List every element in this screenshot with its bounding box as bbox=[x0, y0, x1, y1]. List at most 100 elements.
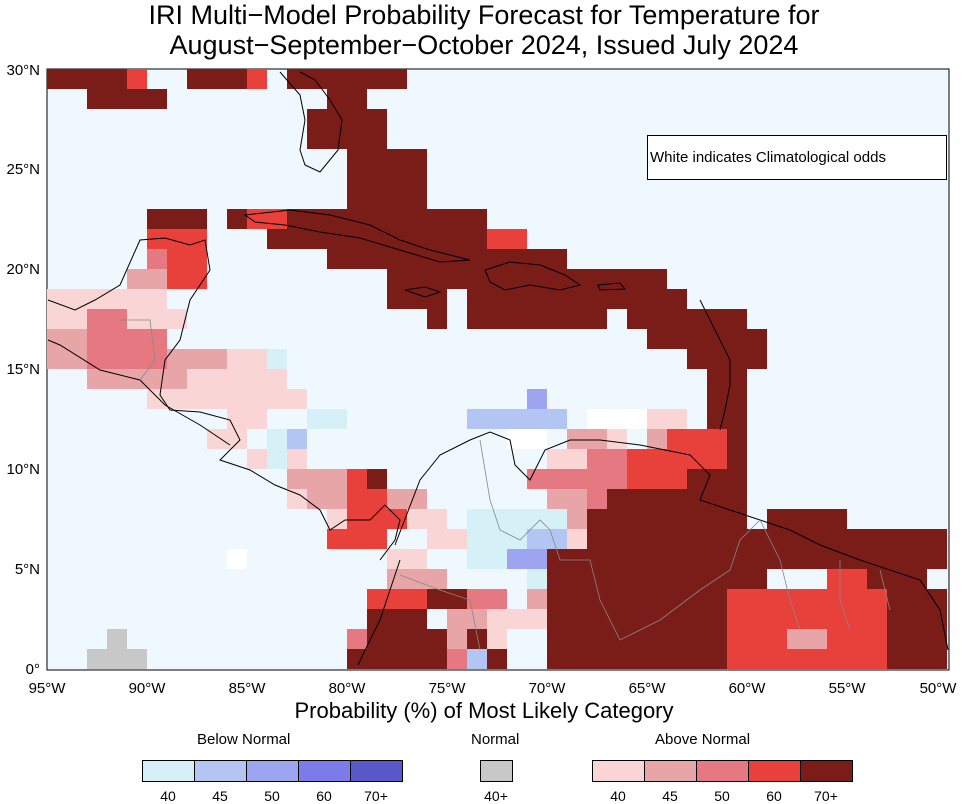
y-tick-10n: 10°N bbox=[6, 461, 40, 478]
probability-cell bbox=[267, 389, 307, 409]
probability-cell bbox=[487, 229, 527, 249]
probability-cell bbox=[87, 649, 147, 669]
probability-cell bbox=[287, 69, 407, 89]
probability-cell bbox=[507, 429, 547, 449]
probability-cell bbox=[247, 69, 267, 89]
probability-cell bbox=[127, 269, 167, 289]
probability-cell bbox=[287, 429, 307, 449]
probability-cell bbox=[47, 349, 87, 369]
probability-cell bbox=[527, 389, 547, 409]
below-tick-4: 70+ bbox=[364, 788, 388, 804]
probability-cell bbox=[47, 329, 87, 349]
probability-cell bbox=[887, 569, 927, 649]
x-tick-55w: 55°W bbox=[828, 680, 866, 697]
coastline-puerto-rico bbox=[597, 282, 627, 291]
below-tick-1: 45 bbox=[212, 788, 228, 804]
probability-cell bbox=[87, 349, 187, 369]
probability-cell bbox=[687, 469, 747, 509]
probability-cell bbox=[387, 549, 427, 569]
above-swatch-0 bbox=[592, 760, 645, 782]
normal-swatch-0 bbox=[480, 760, 513, 782]
coastline-jamaica bbox=[404, 286, 442, 298]
above-normal-label: Above Normal bbox=[655, 731, 751, 748]
probability-cell bbox=[667, 429, 727, 469]
below-swatch-0 bbox=[142, 760, 195, 782]
probability-cell bbox=[607, 269, 667, 289]
y-tick-15n: 15°N bbox=[6, 361, 40, 378]
probability-cell bbox=[827, 569, 867, 589]
probability-cell bbox=[487, 549, 507, 569]
probability-cell bbox=[207, 429, 247, 449]
probability-cell bbox=[807, 649, 887, 669]
probability-cell bbox=[487, 649, 507, 669]
probability-cell bbox=[847, 589, 887, 649]
probability-cell bbox=[167, 249, 207, 289]
probability-cell bbox=[227, 349, 267, 369]
probability-cell bbox=[467, 549, 487, 569]
above-tick-2: 50 bbox=[714, 788, 730, 804]
probability-cell bbox=[427, 529, 467, 549]
probability-cell bbox=[767, 649, 807, 669]
above-tick-1: 45 bbox=[662, 788, 678, 804]
probability-cell bbox=[227, 549, 247, 569]
probability-cell bbox=[667, 309, 687, 329]
border-colombia-ecuador bbox=[399, 574, 481, 651]
probability-cell bbox=[747, 629, 767, 649]
probability-cell bbox=[267, 349, 287, 369]
probability-cell bbox=[387, 289, 447, 309]
below-swatch-4 bbox=[350, 760, 403, 782]
probability-cell bbox=[487, 609, 527, 629]
probability-cell bbox=[467, 649, 487, 669]
probability-cell bbox=[587, 509, 727, 549]
coastline-antilles bbox=[699, 299, 731, 431]
probability-cell bbox=[127, 69, 147, 89]
x-tick-60w: 60°W bbox=[728, 680, 766, 697]
probability-cell bbox=[447, 609, 487, 629]
above-tick-3: 60 bbox=[766, 788, 782, 804]
probability-cell bbox=[407, 509, 447, 529]
above-swatch-2 bbox=[696, 760, 749, 782]
probability-cell bbox=[367, 469, 387, 489]
normal-label: Normal bbox=[471, 731, 520, 748]
probability-cell bbox=[347, 149, 427, 209]
probability-cell bbox=[387, 489, 427, 509]
above-swatch-4 bbox=[800, 760, 853, 782]
probability-cell bbox=[647, 409, 687, 429]
x-tick-70w: 70°W bbox=[528, 680, 566, 697]
probability-cell bbox=[147, 389, 227, 409]
title-line-2: August−September−October 2024, Issued Ju… bbox=[169, 30, 799, 60]
probability-cell bbox=[387, 609, 427, 629]
coastline-mexico bbox=[47, 237, 401, 561]
probability-cell bbox=[727, 609, 747, 669]
probability-cell bbox=[327, 89, 367, 109]
probability-cell bbox=[587, 409, 647, 429]
probability-cell bbox=[247, 209, 287, 229]
x-tick-95w: 95°W bbox=[28, 680, 66, 697]
borders bbox=[120, 319, 891, 651]
y-tick-5n: 5°N bbox=[14, 561, 40, 578]
coastline-south-america bbox=[357, 431, 949, 666]
probability-cell bbox=[527, 409, 567, 429]
probability-cell bbox=[887, 649, 907, 669]
probability-cell bbox=[727, 409, 747, 449]
probability-cell bbox=[267, 429, 287, 449]
colorbar-title: Probability (%) of Most Likely Category bbox=[294, 698, 674, 723]
probability-cell bbox=[607, 429, 627, 449]
probability-cell bbox=[87, 89, 167, 109]
title-line-1: IRI Multi−Model Probability Forecast for… bbox=[148, 0, 820, 30]
probability-cell bbox=[467, 309, 527, 329]
probability-cell bbox=[47, 289, 167, 309]
probability-cell bbox=[447, 649, 467, 669]
probability-cell bbox=[227, 409, 267, 429]
coastline-cuba bbox=[243, 209, 471, 263]
probability-cell bbox=[107, 629, 127, 649]
above-swatch-1 bbox=[644, 760, 697, 782]
probability-cell bbox=[347, 509, 407, 529]
border-guatemala bbox=[120, 319, 156, 381]
probability-cell bbox=[547, 549, 727, 669]
y-tick-30n: 30°N bbox=[6, 62, 40, 79]
below-tick-3: 60 bbox=[316, 788, 332, 804]
probability-cell bbox=[907, 649, 947, 669]
below-swatch-1 bbox=[194, 760, 247, 782]
below-tick-0: 40 bbox=[160, 788, 176, 804]
